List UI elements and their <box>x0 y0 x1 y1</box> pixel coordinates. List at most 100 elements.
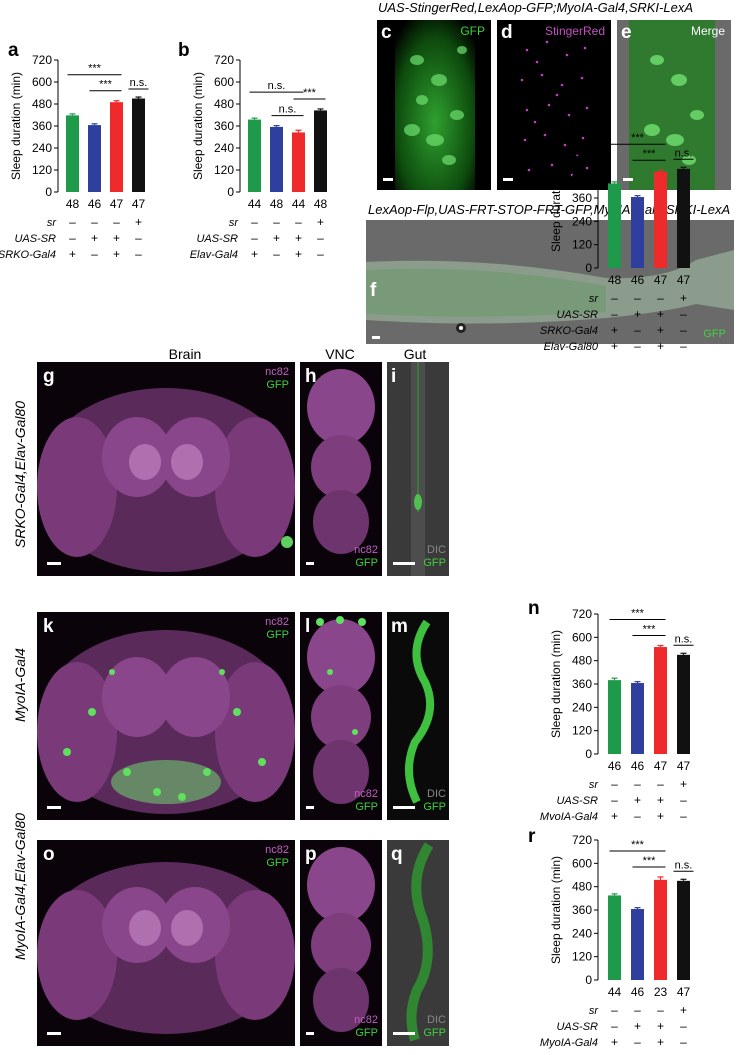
significance-label: *** <box>643 148 657 160</box>
genotype-mark: + <box>273 231 280 245</box>
genotype-label: sr <box>589 779 600 791</box>
y-tick-label: 120 <box>32 163 52 177</box>
genotype-label: sr <box>229 217 240 229</box>
bar <box>88 125 101 192</box>
sample-size-label: 47 <box>654 273 668 287</box>
channel-label-gfp: GFP <box>423 801 446 813</box>
sample-size-label: 48 <box>608 273 622 287</box>
panel-label-g: g <box>43 366 55 387</box>
channel-legend: nc82 GFP <box>354 788 378 814</box>
sample-size-label: 48 <box>314 197 328 211</box>
scale-bar <box>503 178 513 181</box>
y-tick-label: 480 <box>32 97 52 111</box>
bar <box>314 110 327 192</box>
genotype-mark: – <box>69 231 76 245</box>
genotype-mark: + <box>317 215 324 229</box>
genotype-label: SRKO-Gal4 <box>540 325 598 337</box>
y-tick-label: 600 <box>572 856 592 870</box>
panel-label-n: n <box>528 598 540 619</box>
genotype-mark: + <box>611 1035 618 1049</box>
genotype-mark: – <box>273 247 280 261</box>
y-tick-label: 0 <box>45 185 52 199</box>
sample-size-label: 47 <box>654 759 668 773</box>
scale-bar <box>306 1032 314 1035</box>
gut-image <box>404 619 435 804</box>
genotype-mark: – <box>657 777 664 791</box>
genotype-mark: – <box>657 291 664 305</box>
significance-label: n.s. <box>279 104 297 116</box>
y-tick-label: 600 <box>572 630 592 644</box>
bar <box>631 197 644 268</box>
panel-label-l: l <box>305 616 311 637</box>
y-tick-label: 120 <box>572 724 592 738</box>
significance-label: *** <box>99 79 113 91</box>
channel-legend: nc82 GFP <box>265 366 289 392</box>
genotype-mark: + <box>657 809 664 820</box>
channel-label-gfp: GFP <box>355 801 378 813</box>
significance-label: *** <box>643 855 657 867</box>
genotype-mark: – <box>680 1019 687 1033</box>
y-tick-label: 480 <box>572 654 592 668</box>
scale-bar <box>306 806 314 809</box>
genotype-mark: + <box>657 1019 664 1033</box>
y-tick-label: 240 <box>572 926 592 940</box>
genotype-label: SRKO-Gal4 <box>0 249 56 261</box>
genotype-mark: – <box>634 777 641 791</box>
genotype-mark: – <box>611 307 618 321</box>
micrograph-c-gfp: GFP c <box>377 20 491 190</box>
genotype-mark: + <box>611 323 618 337</box>
genotype-mark: + <box>295 231 302 245</box>
channel-legend: DIC GFP <box>423 544 446 570</box>
y-tick-label: 120 <box>214 163 234 177</box>
channel-label-gfp: GFP <box>423 1027 446 1039</box>
genotype-mark: – <box>680 1035 687 1049</box>
panel-label-q: q <box>391 844 403 865</box>
panel-label-c: c <box>381 22 392 43</box>
micrograph-l-vnc: l nc82 GFP <box>300 612 382 820</box>
panel-label-b: b <box>178 40 190 61</box>
genotype-mark: – <box>680 323 687 337</box>
genotype-mark: + <box>611 1051 618 1054</box>
y-tick-label: 360 <box>572 677 592 691</box>
genotype-mark: + <box>611 339 618 353</box>
scale-bar <box>306 562 314 565</box>
bar <box>608 895 621 980</box>
bar <box>677 168 690 268</box>
bar <box>270 126 283 192</box>
significance-label: *** <box>643 624 657 636</box>
channel-label-dic: DIC <box>427 1014 446 1026</box>
micrograph-f-gut: f GFP <box>366 220 734 344</box>
genotype-label: UAS-SR <box>556 1021 598 1033</box>
sample-size-label: 23 <box>654 985 668 999</box>
genotype-label: UAS-SR <box>14 233 56 245</box>
sample-size-label: 48 <box>270 197 284 211</box>
y-tick-label: 480 <box>214 97 234 111</box>
scale-bar <box>393 1032 415 1035</box>
sample-size-label: 46 <box>608 759 622 773</box>
genotype-mark: – <box>680 307 687 321</box>
y-tick-label: 720 <box>572 607 592 621</box>
genotype-mark: – <box>251 215 258 229</box>
bar <box>677 880 690 980</box>
y-tick-label: 240 <box>32 141 52 155</box>
row-title-1: SRKO-Gal4,Elav-Gal80 <box>12 400 28 548</box>
y-tick-label: 600 <box>32 75 52 89</box>
channel-label-gfp: GFP <box>460 24 485 38</box>
sample-size-label: 46 <box>631 985 645 999</box>
genotype-mark: – <box>634 1051 641 1054</box>
scale-bar <box>393 806 415 809</box>
channel-legend: DIC GFP <box>423 788 446 814</box>
y-tick-label: 120 <box>572 950 592 964</box>
sample-size-label: 44 <box>248 197 262 211</box>
genotype-mark: – <box>634 1035 641 1049</box>
significance-label: n.s. <box>130 77 148 89</box>
significance-label: *** <box>631 132 645 144</box>
y-tick-label: 240 <box>214 141 234 155</box>
y-tick-label: 240 <box>572 700 592 714</box>
genotype-mark: – <box>91 215 98 229</box>
genotype-mark: + <box>69 247 76 261</box>
channel-label-gfp: GFP <box>423 557 446 569</box>
panel-label-m: m <box>391 616 408 637</box>
genotype-mark: – <box>317 247 324 261</box>
significance-label: *** <box>631 608 645 620</box>
